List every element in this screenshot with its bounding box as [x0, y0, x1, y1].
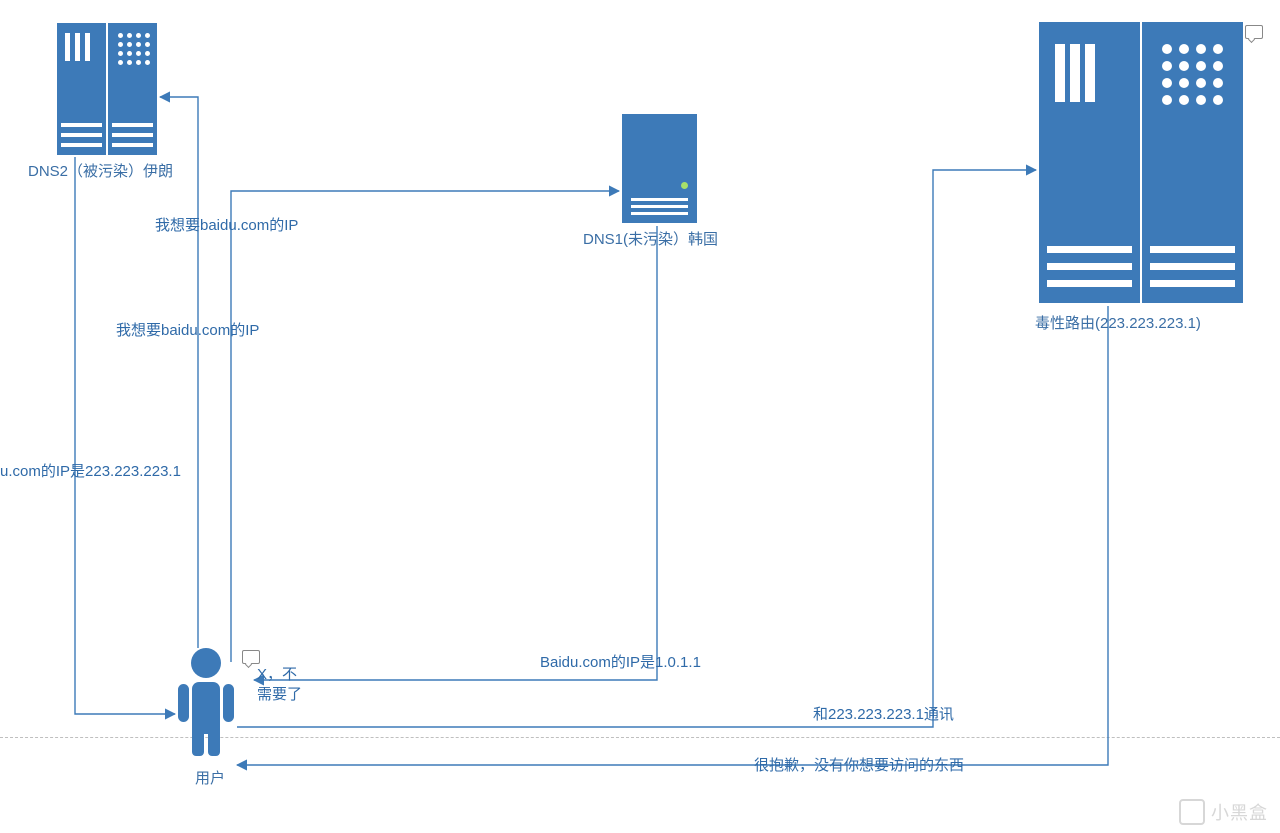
edge-label-e5: X，不 需要了 [257, 665, 302, 706]
watermark-icon [1179, 799, 1205, 825]
edge-label-e3: u.com的IP是223.223.223.1 [0, 460, 181, 481]
node-dns2 [57, 23, 157, 155]
node-dns2-label: DNS2（被污染）伊朗 [28, 160, 173, 181]
node-user-label: 用户 [195, 767, 225, 788]
edge-label-e7: 很抱歉，没有你想要访问的东西 [754, 754, 964, 775]
node-router-label: 毒性路由(223.223.223.1) [1035, 312, 1201, 333]
comment-icon[interactable] [242, 650, 260, 664]
comment-icon[interactable] [1245, 25, 1263, 39]
node-dns1 [622, 114, 697, 223]
watermark: 小黑盒 [1179, 799, 1268, 825]
led-icon [681, 182, 688, 189]
node-user [178, 648, 234, 754]
edge-label-e4: Baidu.com的IP是1.0.1.1 [540, 651, 701, 672]
node-dns1-label: DNS1(未污染）韩国 [583, 228, 718, 249]
diagram-canvas: DNS2（被污染）伊朗 DNS1(未污染）韩国 [0, 0, 1280, 833]
edge-label-e1: 我想要baidu.com的IP [155, 214, 298, 235]
watermark-text: 小黑盒 [1211, 799, 1268, 825]
node-router [1039, 22, 1244, 303]
edge-label-e2: 我想要baidu.com的IP [116, 319, 259, 340]
edge-label-e6: 和223.223.223.1通讯 [813, 703, 954, 724]
